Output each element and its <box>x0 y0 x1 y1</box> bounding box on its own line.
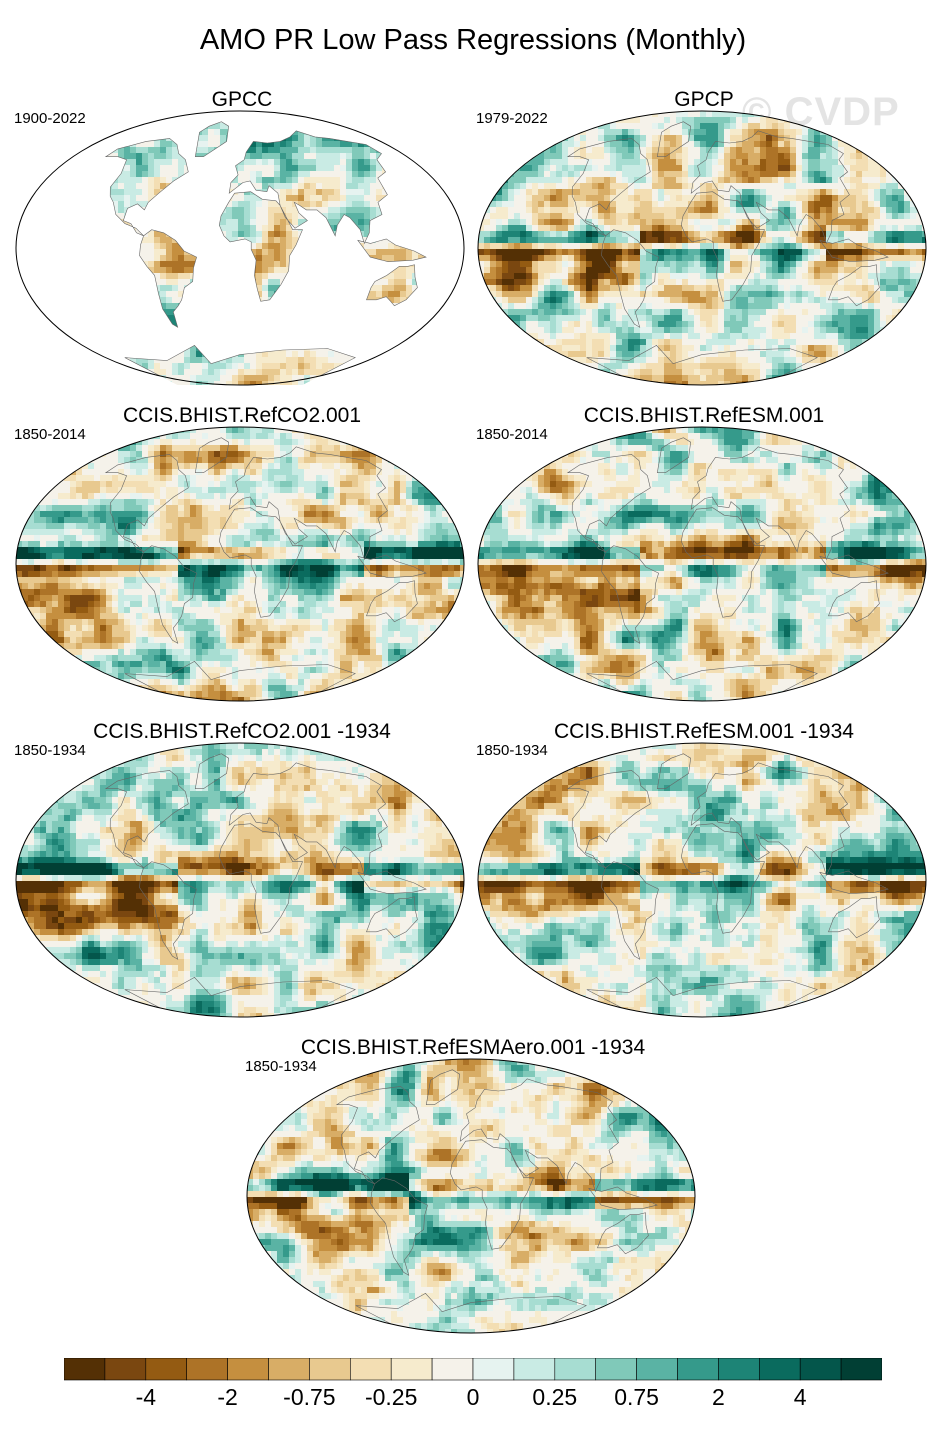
panel-title: CCIS.BHIST.RefCO2.001 -1934 <box>14 720 470 744</box>
map-globe <box>477 742 927 1018</box>
map-globe <box>15 110 465 386</box>
colorbar-tick-label: 4 <box>760 1384 840 1411</box>
colorbar-swatch <box>636 1358 678 1381</box>
map-globe <box>15 426 465 702</box>
map-globe <box>477 110 927 386</box>
map-outline <box>477 426 927 702</box>
colorbar-tick-label: 2 <box>678 1384 758 1411</box>
map-outline <box>477 742 927 1018</box>
colorbar-swatch <box>840 1358 882 1381</box>
colorbar-swatch <box>758 1358 801 1381</box>
map-outline <box>477 110 927 386</box>
colorbar-swatch <box>554 1358 596 1381</box>
map-globe <box>246 1058 696 1334</box>
coastlines <box>104 121 427 385</box>
colorbar-tick-label: -4 <box>106 1384 186 1411</box>
panel-years: 1850-2014 <box>476 426 548 443</box>
coastlines <box>566 437 889 701</box>
colorbar-swatch <box>431 1358 474 1381</box>
map-panel-refesmaero-1934: CCIS.BHIST.RefESMAero.001 -1934 1850-193… <box>245 1036 701 1336</box>
map-panel-refesm-1934: CCIS.BHIST.RefESM.001 -1934 1850-1934 <box>476 720 932 1020</box>
map-panel-refco2-1934: CCIS.BHIST.RefCO2.001 -1934 1850-1934 <box>14 720 470 1020</box>
colorbar-tick-label: -0.25 <box>351 1384 431 1411</box>
colorbar-swatch <box>227 1358 269 1381</box>
map-globe <box>477 426 927 702</box>
coastlines <box>104 753 427 1017</box>
colorbar-tick-label: -2 <box>188 1384 268 1411</box>
coastlines <box>566 121 889 385</box>
panel-years: 1900-2022 <box>14 110 86 127</box>
panel-title: CCIS.BHIST.RefESM.001 -1934 <box>476 720 932 744</box>
colorbar-tick-label: 0.25 <box>515 1384 595 1411</box>
coastlines <box>335 1069 658 1333</box>
coastlines <box>104 437 427 701</box>
map-panel-gpcc: GPCC 1900-2022 <box>14 88 470 388</box>
colorbar-swatch <box>472 1358 515 1381</box>
coastlines <box>566 753 889 1017</box>
map-outline <box>15 110 465 386</box>
map-globe <box>15 742 465 1018</box>
colorbar-swatch <box>268 1358 310 1381</box>
colorbar-swatch <box>186 1358 228 1381</box>
map-outline <box>15 426 465 702</box>
colorbar-tick-label: -0.75 <box>269 1384 349 1411</box>
colorbar <box>64 1358 882 1381</box>
colorbar-swatch <box>64 1358 106 1381</box>
map-outline <box>246 1058 696 1334</box>
panel-title: CCIS.BHIST.RefESM.001 <box>476 404 932 428</box>
colorbar-swatch <box>513 1358 556 1381</box>
panel-years: 1850-1934 <box>245 1058 317 1075</box>
map-panel-refco2: CCIS.BHIST.RefCO2.001 1850-2014 <box>14 404 470 704</box>
colorbar-swatch <box>309 1358 351 1381</box>
panel-title: GPCP <box>476 88 932 112</box>
map-panel-refesm: CCIS.BHIST.RefESM.001 1850-2014 <box>476 404 932 704</box>
colorbar-swatch <box>390 1358 433 1381</box>
panel-years: 1979-2022 <box>476 110 548 127</box>
colorbar-swatch <box>799 1358 842 1381</box>
colorbar-swatch <box>595 1358 637 1381</box>
panel-title: GPCC <box>14 88 470 112</box>
figure-title: AMO PR Low Pass Regressions (Monthly) <box>0 24 946 57</box>
colorbar-swatch <box>104 1358 147 1381</box>
map-panel-gpcp: GPCP 1979-2022 <box>476 88 932 388</box>
panel-years: 1850-1934 <box>14 742 86 759</box>
colorbar-tick-label: 0.75 <box>597 1384 677 1411</box>
panel-title: CCIS.BHIST.RefCO2.001 <box>14 404 470 428</box>
regression-field <box>478 111 926 385</box>
map-outline <box>15 742 465 1018</box>
colorbar-tick-label: 0 <box>433 1384 513 1411</box>
colorbar-swatch <box>145 1358 188 1381</box>
panel-years: 1850-1934 <box>476 742 548 759</box>
panel-years: 1850-2014 <box>14 426 86 443</box>
colorbar-swatch <box>677 1358 719 1381</box>
panel-title: CCIS.BHIST.RefESMAero.001 -1934 <box>245 1036 701 1060</box>
colorbar-swatch <box>718 1358 760 1381</box>
colorbar-swatch <box>349 1358 392 1381</box>
